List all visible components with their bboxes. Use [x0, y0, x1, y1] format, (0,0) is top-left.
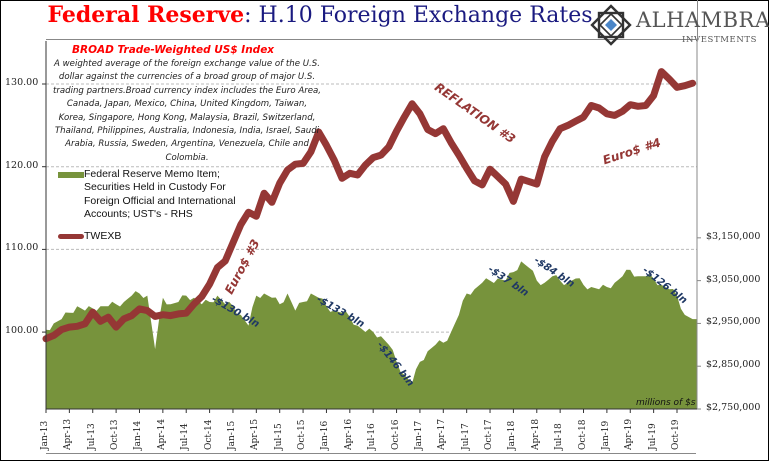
y-left-tick-label: 130.00: [5, 77, 39, 88]
twexb-line: [42, 68, 697, 343]
page-title: Federal Reserve: H.10 Foreign Exchange R…: [0, 2, 640, 28]
x-tick-label: Jan-14: [133, 420, 144, 450]
x-tick-label: Oct-13: [110, 419, 121, 450]
logo: ALHAMBRA INVESTMENTS: [590, 4, 769, 48]
y-left-tick-label: 110.00: [5, 242, 39, 254]
x-tick-label: Jan-15: [226, 420, 237, 450]
x-tick-label: Apr-15: [250, 418, 261, 450]
x-tick-label: Oct-17: [484, 419, 495, 450]
x-tick-label: Oct-16: [390, 419, 401, 450]
y-right-tick-label: $3,150,000: [706, 230, 761, 242]
x-tick-label: Apr-16: [343, 418, 354, 450]
x-tick-label: Jul-17: [460, 423, 471, 450]
legend-swatch-area: [58, 172, 84, 178]
title-primary: Federal Reserve: [47, 2, 245, 28]
legend-item-twexb: TWEXB: [52, 230, 252, 243]
x-tick-label: Jul-13: [86, 423, 97, 450]
bottom-divider: [46, 453, 696, 454]
legend-label: TWEXB: [84, 229, 122, 242]
x-tick-label: Apr-19: [624, 418, 635, 450]
x-tick-label: Jul-14: [180, 423, 191, 450]
x-tick-label: Jan-19: [600, 420, 611, 450]
units-label: millions of $s: [636, 398, 696, 408]
x-tick-label: Jul-16: [367, 423, 378, 450]
x-tick-label: Jul-15: [273, 423, 284, 450]
x-tick-label: Jul-18: [554, 423, 565, 450]
x-tick-label: Jul-19: [647, 423, 658, 450]
x-tick-label: Oct-15: [297, 419, 308, 450]
x-tick-label: Jan-16: [320, 420, 331, 450]
logo-subtitle: INVESTMENTS: [682, 35, 758, 45]
legend-item-custody: Federal Reserve Memo Item; Securities He…: [52, 168, 252, 222]
title-secondary: : H.10 Foreign Exchange Rates: [244, 3, 593, 28]
y-right-tick-label: $2,750,000: [706, 402, 761, 413]
x-tick-label: Oct-19: [671, 419, 681, 450]
x-tick-label: Jan-13: [40, 420, 50, 450]
x-tick-label: Oct-18: [577, 419, 588, 450]
x-tick-label: Jan-18: [507, 420, 518, 450]
header-right-divider: [697, 0, 698, 40]
x-tick-label: Jan-17: [413, 420, 424, 450]
y-right-tick-label: $2,950,000: [706, 316, 761, 328]
y-left-tick-label: 100.00: [5, 325, 39, 337]
x-tick-label: Apr-14: [156, 418, 167, 450]
axis-ticks: [42, 83, 701, 413]
description-body: A weighted average of the foreign exchan…: [52, 59, 322, 163]
logo-emblem-icon: [590, 4, 632, 46]
title-divider: [46, 39, 696, 40]
x-tick-label: Apr-13: [63, 418, 74, 450]
y-left-tick-label: 120.00: [5, 159, 39, 171]
legend-label: Federal Reserve Memo Item; Securities He…: [84, 168, 236, 221]
y-right-tick-label: $2,850,000: [706, 359, 761, 371]
description-title: BROAD Trade-Weighted US$ Index: [72, 44, 275, 56]
legend: Federal Reserve Memo Item; Securities He…: [52, 168, 252, 243]
x-tick-label: Apr-18: [530, 418, 541, 450]
y-right-tick-label: $3,050,000: [706, 273, 761, 285]
x-tick-label: Apr-17: [437, 418, 448, 450]
x-tick-label: Oct-14: [203, 419, 214, 450]
logo-name: ALHAMBRA: [636, 8, 769, 32]
legend-swatch-line: [58, 233, 84, 239]
custody-holdings-area: [46, 261, 697, 409]
